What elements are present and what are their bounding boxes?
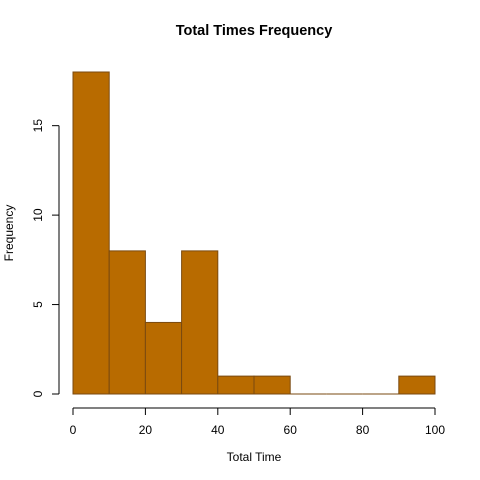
y-tick-label-1: 5 (31, 301, 45, 308)
histogram-bar-9 (398, 375, 436, 395)
histogram-bar-1 (108, 250, 146, 395)
histogram-bar-2 (144, 321, 183, 395)
histogram-bar-3 (181, 250, 219, 395)
histogram-bar-5 (253, 375, 291, 395)
histogram-bar-0 (72, 71, 110, 395)
x-tick-label-0: 0 (70, 423, 77, 437)
bars-group (72, 71, 436, 395)
x-tick-label-5: 100 (425, 423, 445, 437)
y-tick-label-3: 15 (31, 119, 45, 133)
x-tick-label-2: 40 (211, 423, 225, 437)
y-axis: 0 5 10 15 (31, 119, 60, 397)
x-tick-label-1: 20 (139, 423, 153, 437)
y-axis-label: Frequency (2, 205, 16, 262)
y-tick-label-2: 10 (31, 208, 45, 222)
x-axis-label: Total Time (227, 450, 282, 464)
histogram-bar-4 (217, 375, 255, 395)
y-tick-label-0: 0 (31, 390, 45, 397)
x-tick-label-4: 80 (356, 423, 370, 437)
x-tick-label-3: 60 (284, 423, 298, 437)
chart-title: Total Times Frequency (176, 23, 333, 39)
x-axis: 0 20 40 60 80 100 (70, 407, 445, 437)
